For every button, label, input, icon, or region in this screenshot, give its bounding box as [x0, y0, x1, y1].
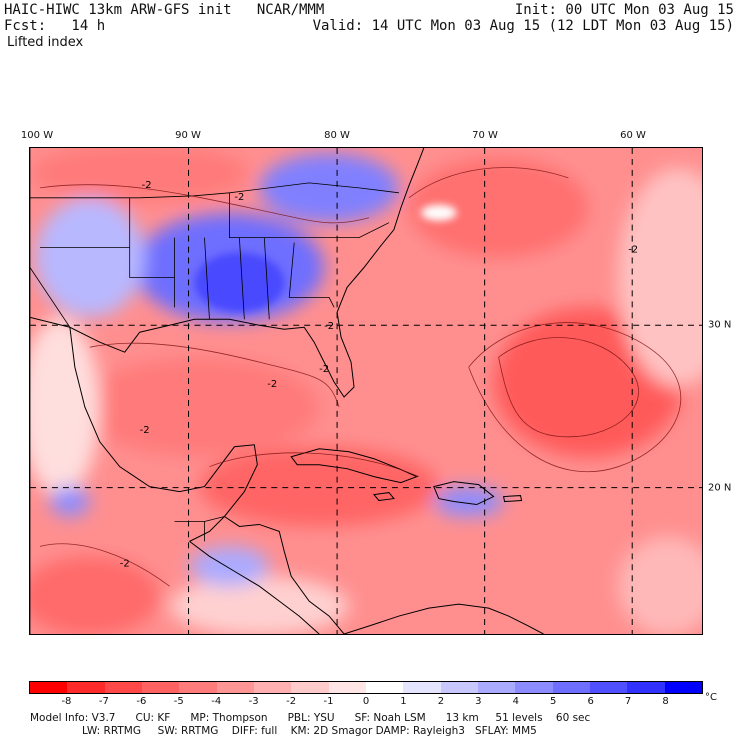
lifted-index-map: -2 -2 -2 -2 -2 -2 -2 -2	[29, 147, 703, 635]
contour-label: -2	[267, 379, 277, 390]
field-red-northwest	[30, 148, 250, 203]
colorbar-swatch	[179, 682, 217, 693]
lon-label-70w: 70 W	[472, 130, 498, 141]
contour-label: -2	[142, 180, 152, 191]
colorbar	[29, 681, 703, 694]
colorbar-swatch	[365, 682, 404, 693]
field-white-ne	[420, 204, 457, 221]
header-valid-time: Valid: 14 UTC Mon 03 Aug 15 (12 LDT Mon …	[312, 18, 734, 34]
colorbar-tick-label: 1	[400, 696, 407, 707]
field-pale-atlantic-east	[618, 167, 702, 387]
colorbar-swatch	[515, 682, 553, 693]
footer-model-info: Model Info: V3.7 CU: KF MP: Thompson PBL…	[30, 712, 591, 724]
contour-label: -2	[628, 245, 638, 256]
colorbar-unit: °C	[705, 692, 717, 703]
field-strong-red-caribbean	[199, 446, 439, 527]
contour-label: -2	[324, 321, 334, 332]
coastline-us-gulf	[30, 148, 425, 398]
lat-label-30n: 30 N	[708, 319, 732, 331]
contour-label: -2	[234, 192, 244, 203]
colorbar-swatch	[664, 682, 702, 693]
colorbar-tick-label: -8	[61, 696, 72, 707]
contour-line	[209, 452, 419, 478]
lon-label-100w: 100 W	[20, 130, 54, 141]
colorbar-tick-label: -6	[136, 696, 147, 707]
colorbar-tick-label: 4	[512, 696, 519, 707]
colorbar-swatch	[291, 682, 329, 693]
coastline-cuba	[290, 448, 419, 484]
colorbar-swatch	[328, 682, 366, 693]
contour-label: -2	[140, 425, 150, 436]
colorbar-swatch	[552, 682, 590, 693]
contour-line	[468, 322, 682, 473]
field-blue-hispaniola	[433, 486, 504, 517]
field-pale-southeast	[618, 536, 702, 634]
coastline-central-america-caribbean	[224, 516, 345, 634]
lon-label-60w: 60 W	[620, 130, 646, 141]
contour-line	[39, 184, 370, 224]
field-blue-appalachia	[259, 152, 399, 223]
colorbar-tick-label: 2	[437, 696, 445, 707]
field-blue-yucatan-west	[49, 486, 90, 517]
colorbar-swatch	[216, 682, 254, 693]
colorbar-swatch	[403, 682, 441, 693]
header-forecast-hour: Fcst: 14 h	[4, 18, 106, 34]
field-deep-blue-georgia	[194, 252, 285, 313]
header-init-time: Init: 00 UTC Mon 03 Aug 15	[514, 2, 734, 18]
contour-label: -2	[120, 558, 130, 569]
footer-physics-info: LW: RRTMG SW: RRTMG DIFF: full KM: 2D Sm…	[82, 725, 537, 737]
field-red-gulf	[79, 357, 320, 457]
state-borders	[30, 148, 399, 634]
coastline-puerto-rico	[502, 495, 523, 503]
colorbar-tick-label: 6	[587, 696, 594, 707]
colorbar-tick-label: 7	[624, 696, 632, 707]
field-pale-central-america	[169, 576, 350, 634]
colorbar-tick-label: -2	[286, 696, 297, 707]
contour-line	[89, 342, 340, 408]
colorbar-swatch	[253, 682, 292, 693]
contour-line	[408, 167, 569, 199]
lon-label-80w: 80 W	[324, 130, 350, 141]
contour-line	[39, 543, 170, 587]
colorbar-swatch	[477, 682, 516, 693]
contour-label: -2	[319, 364, 329, 375]
colorbar-tick-label: -7	[98, 696, 109, 707]
contour-line	[498, 337, 639, 438]
colorbar-swatch	[67, 682, 105, 693]
colorbar-swatch	[589, 682, 628, 693]
colorbar-tick-label: -4	[211, 696, 222, 707]
coastline-mexico	[69, 327, 258, 542]
field-red-north-atlantic	[408, 157, 589, 258]
colorbar-tick-label: -3	[248, 696, 259, 707]
colorbar-tick-label: 3	[475, 696, 482, 707]
colorbar-tick-label: 5	[550, 696, 557, 707]
header-field-name: Lifted index	[7, 35, 84, 50]
header-model-title: HAIC-HIWC 13km ARW-GFS init NCAR/MMM	[4, 2, 325, 18]
lon-label-90w: 90 W	[175, 130, 201, 141]
colorbar-swatch	[440, 682, 478, 693]
colorbar-tick-label: 8	[662, 696, 669, 707]
field-blue-plains	[34, 197, 145, 318]
colorbar-tick-label: -1	[323, 696, 334, 707]
colorbar-swatch	[627, 682, 665, 693]
colorbar-swatch	[30, 682, 68, 693]
coastline-central-america	[189, 540, 320, 634]
field-strong-red-mexico	[30, 556, 160, 634]
mexico-border	[30, 267, 71, 328]
field-blue-pacific	[189, 546, 270, 587]
guatemala-border	[174, 516, 225, 542]
colorbar-tick-label: 0	[362, 696, 370, 707]
colorbar-tick-label: -5	[173, 696, 184, 707]
coastline-jamaica	[373, 492, 395, 502]
colorbar-swatch	[104, 682, 142, 693]
lat-label-20n: 20 N	[708, 482, 732, 494]
colorbar-swatch	[141, 682, 180, 693]
coastline-south-america	[343, 603, 544, 634]
field-pale-gulf-west	[30, 317, 100, 497]
